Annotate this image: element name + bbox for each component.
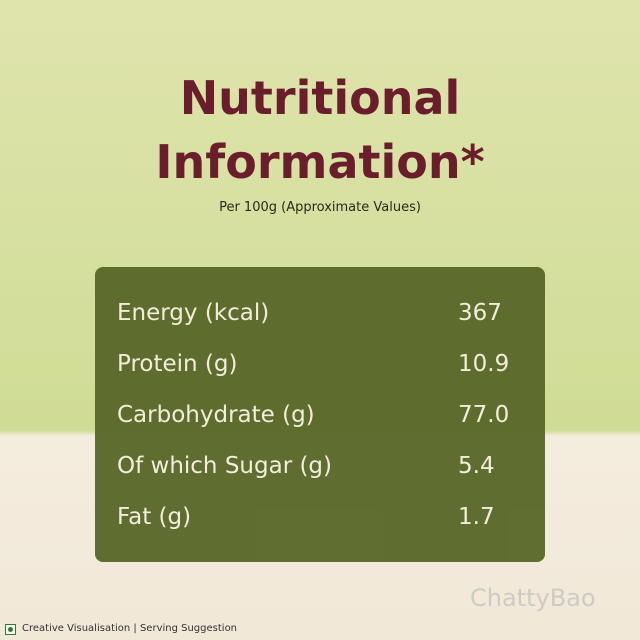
nutrient-value: 10.9 [458,351,510,377]
nutrition-table: Energy (kcal) 367 Protein (g) 10.9 Carbohydr… [95,267,545,562]
nutrient-label: Fat (g) [117,504,192,530]
nutrient-value: 5.4 [458,453,495,479]
footer-note: Creative Visualisation | Serving Suggest… [22,623,238,634]
watermark: ChattyBao [470,584,596,612]
nutrient-label: Energy (kcal) [117,300,270,326]
veg-icon [5,624,16,635]
nutrient-value: 367 [458,300,502,326]
nutrient-label: Of which Sugar (g) [117,453,333,479]
nutrient-label: Protein (g) [117,351,238,377]
nutrient-label: Carbohydrate (g) [117,402,315,428]
title-line: Nutritional [179,71,461,125]
title-line: Information* [155,135,485,189]
nutrient-value: 1.7 [458,504,495,530]
subtitle: Per 100g (Approximate Values) [219,200,421,215]
nutrient-value: 77.0 [458,402,510,428]
